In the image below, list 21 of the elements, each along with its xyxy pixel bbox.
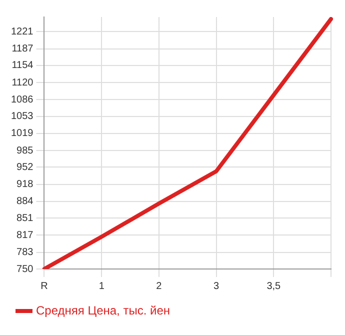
y-tick-label: 817 — [16, 230, 34, 241]
y-tick-label: 1120 — [12, 77, 34, 88]
y-tick-label: 985 — [16, 145, 34, 156]
y-tick-label: 1086 — [10, 94, 34, 106]
y-tick-label: 750 — [16, 264, 34, 275]
y-tick-label: 1221 — [10, 26, 34, 38]
y-tick-label: 851 — [16, 212, 34, 224]
legend-label: Средняя Цена, тыс. йен — [36, 303, 170, 318]
y-tick-label: 1019 — [10, 128, 34, 140]
y-tick-label: 952 — [16, 162, 34, 173]
y-tick-label: 1187 — [12, 44, 34, 54]
y-tick-label: 783 — [16, 247, 34, 258]
x-tick-label: 3 — [214, 280, 220, 292]
y-tick-label: 1053 — [10, 111, 34, 122]
y-tick-label: 884 — [16, 196, 34, 208]
x-tick-label: R — [40, 280, 48, 292]
y-tick-label: 1154 — [12, 60, 34, 72]
x-tick-label: 1 — [98, 280, 105, 292]
x-tick-label: 3,5 — [266, 280, 282, 292]
x-tick-label: 2 — [156, 280, 162, 292]
y-tick-label: 918 — [16, 179, 34, 190]
